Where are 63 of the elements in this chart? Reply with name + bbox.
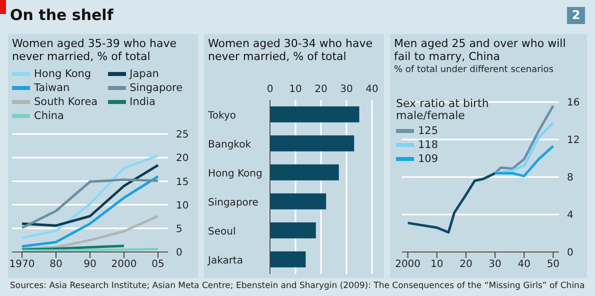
- x-tick-label: 20: [460, 259, 472, 270]
- legend-label: Hong Kong: [33, 67, 92, 81]
- legend-label: Taiwan: [33, 81, 71, 95]
- x-tick-label: 30: [340, 84, 353, 95]
- legend-label: 118: [417, 138, 438, 152]
- y-tick-label: 0: [567, 248, 574, 259]
- y-tick-label: 15: [176, 176, 189, 188]
- line-series: [20, 175, 160, 248]
- line-series: [406, 172, 496, 234]
- line-series: [20, 178, 160, 230]
- bar: [270, 135, 354, 152]
- chart-title: Women aged 30-34 who have never married, % of total: [207, 36, 374, 63]
- y-tick-label: Jakarta: [207, 256, 243, 266]
- chart-title: Men aged 25 and over who will fail to marry, China: [393, 36, 567, 63]
- bar: [270, 222, 316, 238]
- y-tick-label: 10: [176, 200, 189, 212]
- y-tick-label: Bangkok: [208, 140, 252, 150]
- y-tick-label: 25: [176, 130, 189, 141]
- x-tick-label: 2000: [111, 259, 137, 270]
- line-series: [20, 164, 160, 227]
- legend-label: 109: [417, 152, 438, 166]
- line-series: [494, 104, 554, 174]
- chart-title: Women aged 35-39 who have never married, % of total: [11, 36, 178, 63]
- line-series: [494, 144, 554, 178]
- x-tick-label: 80: [50, 259, 62, 270]
- legend-label: South Korea: [33, 95, 98, 109]
- x-tick-label: 20: [314, 84, 328, 95]
- x-tick-label: 10: [289, 84, 302, 95]
- y-tick-label: 0: [176, 248, 182, 259]
- y-tick-label: 4: [567, 210, 574, 222]
- y-tick-label: 5: [176, 224, 182, 235]
- y-tick-label: 16: [567, 98, 580, 109]
- x-tick-label: 40: [518, 259, 530, 270]
- y-tick-label: Hong Kong: [208, 168, 262, 180]
- bar: [270, 251, 306, 268]
- text: 2: [567, 7, 585, 24]
- x-tick-label: 30: [488, 259, 502, 270]
- legend-label: China: [33, 109, 65, 123]
- x-tick-label: 2000: [395, 259, 421, 270]
- legend-title: Sex ratio at birth male/female: [396, 97, 490, 122]
- line-series: [20, 154, 160, 240]
- bar: [270, 164, 339, 180]
- x-tick-label: 40: [366, 84, 378, 95]
- y-tick-label: Tokyo: [207, 110, 236, 122]
- x-tick-label: 50: [546, 259, 560, 270]
- x-tick-label: 10: [430, 259, 444, 270]
- x-tick-label: 90: [84, 259, 96, 270]
- x-tick-label: 1970: [9, 259, 35, 270]
- bar: [270, 193, 326, 210]
- chart-subtitle: % of total under different scenarios: [393, 64, 554, 77]
- y-tick-label: Singapore: [208, 198, 258, 208]
- legend-label: Japan: [128, 67, 160, 81]
- legend-label: 125: [417, 124, 438, 138]
- y-tick-label: 8: [567, 172, 574, 184]
- y-tick-label: 20: [176, 153, 189, 164]
- y-tick-label: Seoul: [208, 226, 236, 238]
- x-tick-label: 05: [152, 259, 164, 270]
- x-tick-label: 0: [266, 84, 274, 95]
- legend-label: India: [128, 95, 156, 109]
- y-tick-label: 12: [567, 135, 580, 146]
- text: On the shelf: [10, 6, 114, 24]
- bar: [270, 106, 360, 122]
- source-note: Sources: Asia Research Institute; Asian Meta Centre; Ebenstein and Sharygin (2009): The Consequences of the “Missing Girls” of China: [10, 281, 585, 291]
